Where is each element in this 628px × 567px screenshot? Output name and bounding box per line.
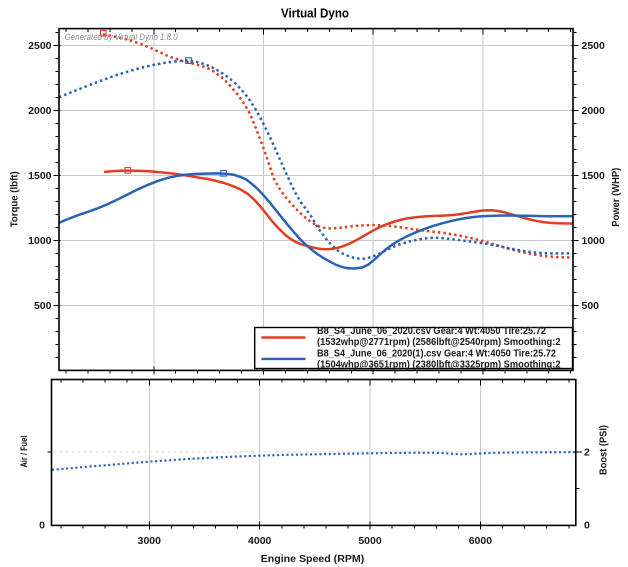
svg-text:Air / Fuel: Air / Fuel	[19, 436, 30, 468]
svg-text:1000: 1000	[582, 235, 606, 247]
svg-text:5000: 5000	[358, 535, 382, 547]
svg-text:2500: 2500	[582, 40, 606, 52]
svg-text:500: 500	[582, 300, 600, 312]
svg-text:Power (WHP): Power (WHP)	[611, 168, 622, 227]
svg-text:1000: 1000	[28, 235, 52, 247]
svg-text:1500: 1500	[28, 170, 52, 182]
svg-text:1500: 1500	[582, 170, 606, 182]
svg-text:0: 0	[39, 519, 45, 531]
svg-text:2500: 2500	[28, 40, 52, 52]
svg-text:6000: 6000	[469, 535, 493, 547]
svg-text:3000: 3000	[138, 535, 162, 547]
svg-text:2000: 2000	[582, 105, 606, 117]
svg-text:B8_S4_June_06_2020.csv Gear:4: B8_S4_June_06_2020.csv Gear:4 Wt:4050 Ti…	[317, 326, 546, 337]
svg-text:2000: 2000	[28, 105, 52, 117]
svg-text:Virtual Dyno: Virtual Dyno	[281, 7, 349, 21]
svg-text:Generated by Virtual Dyno 1.8.: Generated by Virtual Dyno 1.8.0	[65, 32, 179, 43]
svg-text:(1504whp@3651rpm) (2380lbft@33: (1504whp@3651rpm) (2380lbft@3325rpm) Smo…	[317, 360, 561, 371]
svg-text:500: 500	[34, 300, 52, 312]
svg-text:Boost (PSI): Boost (PSI)	[599, 425, 610, 475]
svg-text:0: 0	[584, 519, 590, 531]
svg-text:Engine Speed (RPM): Engine Speed (RPM)	[261, 553, 365, 565]
svg-text:B8_S4_June_06_2020(1).csv Gear: B8_S4_June_06_2020(1).csv Gear:4 Wt:4050…	[317, 348, 556, 359]
svg-text:2: 2	[584, 447, 590, 459]
svg-text:Torque (lbft): Torque (lbft)	[10, 171, 21, 227]
svg-text:(1532whp@2771rpm) (2586lbft@25: (1532whp@2771rpm) (2586lbft@2540rpm) Smo…	[317, 337, 561, 348]
svg-text:4000: 4000	[248, 535, 272, 547]
